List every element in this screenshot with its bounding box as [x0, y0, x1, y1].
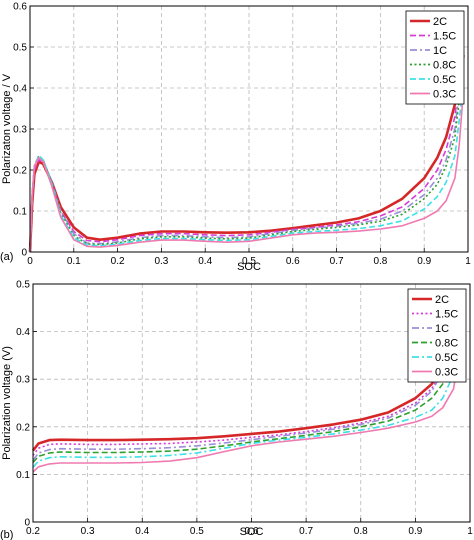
- x-tick-label: 0.7: [299, 526, 313, 537]
- legend-entry-label: 1.5C: [433, 31, 456, 43]
- x-tick-label: 0.1: [67, 256, 81, 267]
- series-line-1-5C: [32, 309, 466, 456]
- legend-entry-label: 2C: [433, 16, 447, 28]
- legend-entry-label: 1.5C: [435, 309, 458, 321]
- x-tick-label: 0.3: [154, 256, 168, 267]
- legend-entry-label: 0.8C: [433, 60, 456, 72]
- legend-entry-label: 1C: [433, 45, 447, 57]
- grid: [29, 5, 469, 253]
- legend-box: [405, 10, 465, 105]
- x-tick-label: 0.9: [417, 256, 431, 267]
- series-line-2C: [31, 312, 466, 452]
- y-axis-label: Polarization voltage (V): [1, 346, 13, 460]
- x-tick-label: 0.2: [111, 256, 125, 267]
- y-axis-label: Polarizaton voltage / V: [1, 73, 13, 184]
- series-line-0-8C: [32, 317, 466, 464]
- series-line-1-5C: [29, 55, 465, 253]
- series-line-0-8C: [29, 55, 465, 253]
- y-tick-label: 0.5: [16, 280, 30, 291]
- panel-b: 0.2 0.3 0.4 0.5 0.6 0.7 0.8 0.9 1 00.10.20.30.40…: [0, 280, 473, 540]
- panel-label: (a): [0, 251, 13, 263]
- x-tick-labels: 0.2 0.3 0.4 0.5 0.6 0.7 0.8 0.9 1: [26, 526, 473, 537]
- y-tick-label: 0.1: [16, 470, 30, 481]
- legend: 2C 1.5C 1C 0.8C 0.5C 0.3C: [407, 288, 467, 383]
- y-tick-label: 0.4: [13, 84, 27, 95]
- x-tick-label: 0.6: [245, 526, 259, 537]
- x-tick-label: 0.2: [26, 526, 40, 537]
- y-tick-label: 0.2: [16, 422, 30, 433]
- series-line-0-5C: [32, 321, 466, 468]
- legend-box: [407, 288, 467, 383]
- series-layer: [31, 309, 466, 473]
- y-tick-label: 0: [21, 248, 27, 259]
- x-tick-label: 0.5: [190, 526, 204, 537]
- x-tick-label: 0.7: [330, 256, 344, 267]
- plot-frame: [29, 5, 469, 253]
- y-tick-label: 0.6: [13, 2, 27, 13]
- series-line-2C: [28, 54, 465, 253]
- series-line-1C: [32, 312, 466, 461]
- x-tick-label: 1: [465, 256, 471, 267]
- legend-entry-label: 2C: [435, 294, 449, 306]
- panel-a: 0 0.1 0.2 0.3 0.4 0.5 0.6 0.7 0.8 0.9 1 0 0.1 0.2 0.3…: [0, 2, 471, 274]
- x-tick-label: 0.8: [373, 256, 387, 267]
- plot-frame: [32, 283, 471, 523]
- y-tick-label: 0.3: [13, 125, 27, 136]
- panel-label: (b): [0, 529, 13, 540]
- x-tick-label: 0.9: [408, 526, 422, 537]
- x-tick-label: 0.3: [81, 526, 95, 537]
- y-tick-label: 0.3: [16, 375, 30, 386]
- legend-entry-label: 0.3C: [435, 367, 458, 379]
- x-tick-label: 1: [467, 526, 473, 537]
- series-layer: [28, 51, 465, 253]
- x-tick-label: 0.4: [135, 526, 149, 537]
- legend-entry-label: 0.5C: [433, 74, 456, 86]
- series-line-0-3C: [29, 87, 465, 253]
- x-tick-label: 0.8: [354, 526, 368, 537]
- y-tick-label: 0.4: [16, 327, 30, 338]
- legend-entry-label: 0.3C: [433, 89, 456, 101]
- x-axis-label: SOC: [240, 526, 264, 538]
- legend-entry-label: 0.5C: [435, 352, 458, 364]
- x-tick-label: 0: [27, 256, 33, 267]
- series-line-0-3C: [32, 317, 466, 473]
- y-tick-labels: 0 0.1 0.2 0.3 0.4 0.5 0.6: [13, 2, 27, 259]
- legend-entry-label: 1C: [435, 323, 449, 335]
- y-tick-label: 0.5: [13, 43, 27, 54]
- legend-entry-label: 0.8C: [435, 338, 458, 350]
- x-tick-label: 0.6: [286, 256, 300, 267]
- y-tick-label: 0.2: [13, 166, 27, 177]
- x-tick-labels: 0 0.1 0.2 0.3 0.4 0.5 0.6 0.7 0.8 0.9 1: [27, 256, 471, 267]
- y-tick-label: 0: [24, 518, 30, 529]
- y-tick-label: 0.1: [13, 207, 27, 218]
- y-tick-labels: 0 0.1 0.2 0.3 0.4 0.5: [16, 280, 30, 529]
- x-axis-label: SOC: [237, 261, 261, 273]
- grid: [32, 283, 471, 523]
- legend: 2C 1.5C 1C 0.8C 0.5C 0.3C: [405, 10, 465, 105]
- x-tick-label: 0.5: [242, 256, 256, 267]
- x-tick-label: 0.4: [198, 256, 212, 267]
